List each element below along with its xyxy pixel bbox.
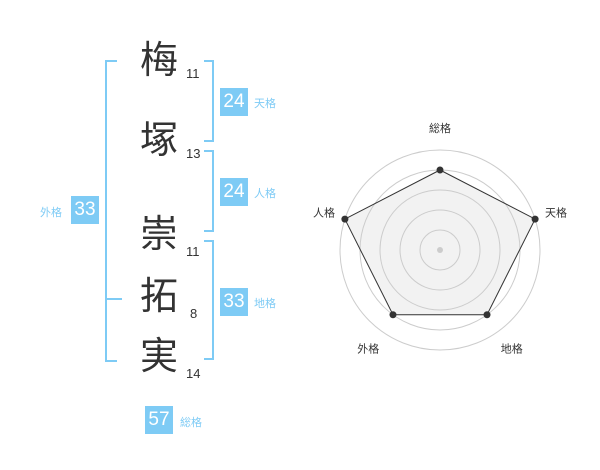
soukaku-label: 総格 bbox=[180, 416, 202, 429]
tenkaku-bracket bbox=[204, 60, 214, 142]
axis-label: 人格 bbox=[313, 205, 335, 219]
soukaku-value: 57 bbox=[145, 406, 173, 434]
jinkaku-bracket bbox=[204, 150, 214, 232]
name-char: 崇 bbox=[140, 212, 179, 256]
chikaku-bracket bbox=[204, 240, 214, 360]
axis-label: 天格 bbox=[545, 205, 567, 219]
grid-ring bbox=[399, 209, 481, 291]
name-char: 梅 bbox=[140, 38, 179, 82]
axis-label: 地格 bbox=[501, 342, 523, 356]
axis-label: 外格 bbox=[357, 342, 379, 356]
radar-area bbox=[344, 170, 536, 315]
gaikaku-bracket bbox=[105, 60, 117, 362]
data-point bbox=[531, 215, 539, 223]
jinkaku-value: 24 bbox=[220, 178, 248, 206]
grid-ring bbox=[419, 229, 461, 271]
stroke-count: 14 bbox=[186, 366, 201, 381]
data-point bbox=[389, 311, 397, 319]
name-char: 実 bbox=[140, 334, 179, 378]
data-point bbox=[483, 311, 491, 319]
stroke-count: 11 bbox=[186, 244, 200, 259]
chikaku-value: 33 bbox=[220, 288, 248, 316]
data-point bbox=[436, 166, 444, 174]
gaikaku-label: 外格 bbox=[40, 206, 62, 219]
center-dot bbox=[437, 247, 443, 253]
tenkaku-label: 天格 bbox=[254, 97, 276, 110]
stroke-count: 13 bbox=[186, 146, 201, 161]
grid-ring bbox=[379, 189, 501, 311]
radar-outline bbox=[344, 169, 536, 316]
stroke-count: 8 bbox=[190, 306, 198, 321]
axis-label: 総格 bbox=[429, 121, 451, 135]
stroke-count: 11 bbox=[186, 66, 200, 81]
name-char: 塚 bbox=[140, 118, 179, 162]
grid-ring bbox=[339, 149, 541, 351]
chikaku-label: 地格 bbox=[254, 297, 276, 310]
name-char: 拓 bbox=[140, 274, 179, 318]
data-point bbox=[341, 215, 349, 223]
tenkaku-value: 24 bbox=[220, 88, 248, 116]
jinkaku-label: 人格 bbox=[254, 187, 276, 200]
bracket-tick bbox=[107, 298, 122, 300]
gaikaku-value: 33 bbox=[71, 196, 99, 224]
